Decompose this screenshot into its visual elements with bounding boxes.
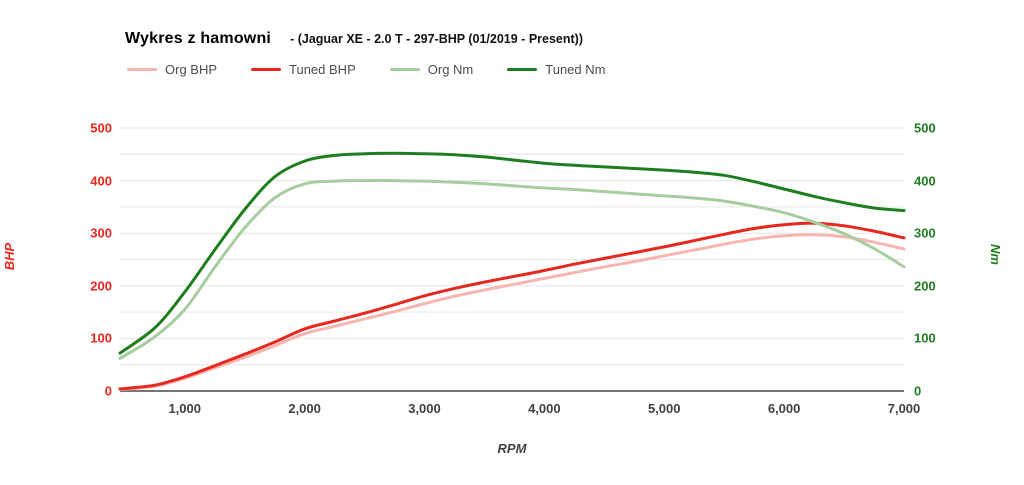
y-axis-right-title: Nm — [987, 244, 1003, 265]
y-axis-left-tick-300: 300 — [90, 225, 112, 241]
x-axis-tick-2000: 2,000 — [288, 401, 321, 416]
y-axis-left-tick-100: 100 — [90, 330, 112, 346]
y-axis-left-tick-200: 200 — [90, 278, 112, 294]
y-axis-left-tick-500: 500 — [90, 120, 112, 136]
series-line-tuned-bhp — [118, 221, 906, 391]
y-axis-right-tick-200: 200 — [914, 278, 936, 294]
legend-item-tuned-nm[interactable]: Tuned Nm — [507, 62, 605, 77]
legend-swatch — [507, 68, 538, 71]
legend-item-org-bhp[interactable]: Org BHP — [127, 62, 217, 77]
series-line-org-bhp — [118, 233, 906, 391]
legend-item-org-nm[interactable]: Org Nm — [389, 62, 474, 77]
legend-label: Tuned BHP — [289, 62, 356, 77]
x-axis-tick-3000: 3,000 — [408, 401, 441, 416]
legend-swatch — [127, 68, 157, 71]
legend-swatch — [251, 68, 282, 71]
x-axis-tick-1000: 1,000 — [168, 401, 201, 416]
legend-label: Tuned Nm — [545, 62, 606, 77]
y-axis-left-title: BHP — [2, 242, 18, 271]
legend-label: Org BHP — [165, 62, 218, 77]
y-axis-right-tick-0: 0 — [914, 383, 922, 399]
legend-label: Org Nm — [427, 62, 474, 77]
y-axis-left-tick-400: 400 — [90, 173, 112, 189]
y-axis-right-tick-100: 100 — [914, 330, 936, 346]
y-axis-right-tick-400: 400 — [914, 173, 936, 189]
legend-item-tuned-bhp[interactable]: Tuned BHP — [251, 62, 356, 77]
y-axis-right-tick-500: 500 — [914, 120, 936, 136]
chart-header: Wykres z hamowni - (Jaguar XE - 2.0 T - … — [125, 30, 583, 48]
series-line-tuned-nm — [118, 151, 906, 355]
y-axis-right-tick-300: 300 — [914, 225, 936, 241]
x-axis-tick-4000: 4,000 — [528, 401, 561, 416]
series-line-org-nm — [118, 179, 906, 360]
y-axis-left-tick-0: 0 — [104, 383, 112, 399]
x-axis-tick-6000: 6,000 — [767, 401, 801, 416]
x-axis-title: RPM — [497, 441, 527, 456]
chart-title: Wykres z hamowni — [125, 30, 272, 47]
chart-subtitle: - (Jaguar XE - 2.0 T - 297-BHP (01/2019 … — [290, 32, 583, 46]
x-axis-tick-7000: 7,000 — [887, 401, 921, 416]
legend-swatch — [389, 68, 420, 71]
x-axis-tick-5000: 5,000 — [647, 401, 681, 416]
legend: Org BHP Tuned BHP Org Nm Tuned Nm — [127, 62, 605, 77]
